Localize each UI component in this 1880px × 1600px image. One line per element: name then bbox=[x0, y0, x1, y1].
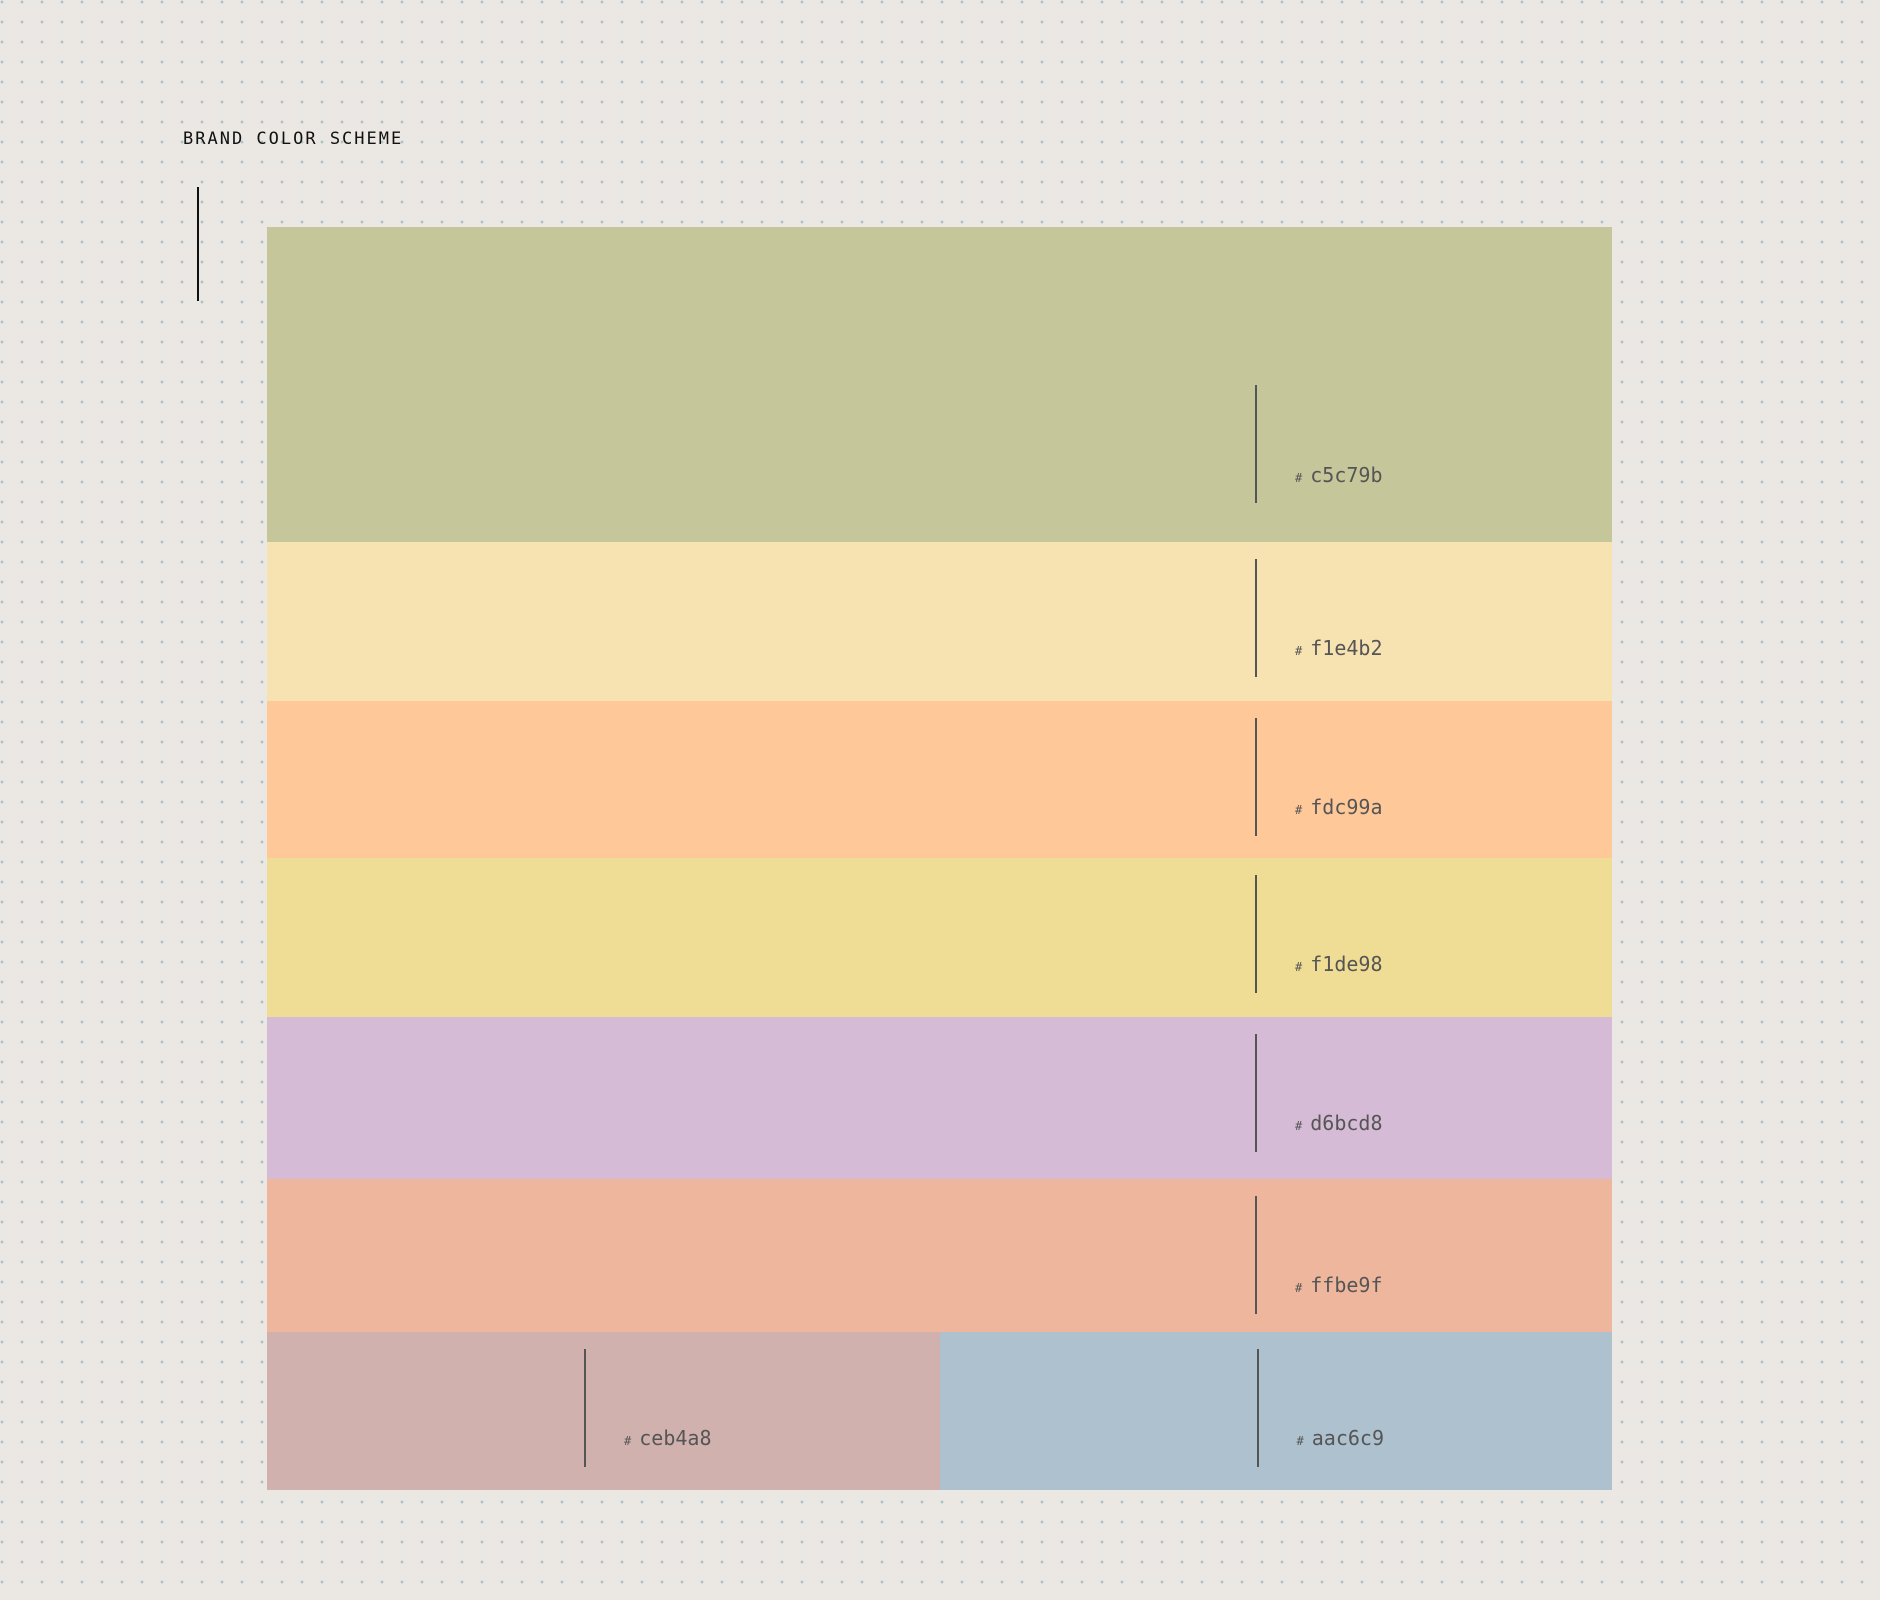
color-swatch[interactable]: # aac6c9 bbox=[939, 1332, 1612, 1490]
palette-row: # d6bcd8 bbox=[267, 1017, 1612, 1179]
hash-symbol: # bbox=[1295, 1281, 1303, 1295]
hex-value: f1e4b2 bbox=[1310, 636, 1383, 660]
swatch-marker-line bbox=[1255, 875, 1257, 993]
palette-row: # fdc99a bbox=[267, 701, 1612, 858]
hex-label: # ffbe9f bbox=[1295, 1273, 1382, 1297]
palette-row: # ffbe9f bbox=[267, 1179, 1612, 1332]
hash-symbol: # bbox=[1295, 644, 1303, 658]
swatch-marker-line bbox=[584, 1349, 586, 1467]
palette-row: # c5c79b bbox=[267, 227, 1612, 542]
hex-label: # ceb4a8 bbox=[624, 1426, 711, 1450]
color-swatch[interactable]: # fdc99a bbox=[267, 701, 1612, 858]
color-swatch[interactable]: # ffbe9f bbox=[267, 1179, 1612, 1332]
hex-value: ffbe9f bbox=[1310, 1273, 1383, 1297]
hash-symbol: # bbox=[1295, 1119, 1303, 1133]
color-swatch[interactable]: # f1e4b2 bbox=[267, 542, 1612, 701]
title-marker-line bbox=[197, 187, 199, 301]
swatch-marker-line bbox=[1255, 1196, 1257, 1314]
color-swatch[interactable]: # d6bcd8 bbox=[267, 1017, 1612, 1179]
swatch-marker-line bbox=[1255, 385, 1257, 503]
palette-row: # f1de98 bbox=[267, 858, 1612, 1017]
swatch-marker-line bbox=[1256, 1349, 1259, 1467]
hash-symbol: # bbox=[1296, 1434, 1304, 1448]
hash-symbol: # bbox=[1295, 471, 1303, 485]
color-palette: # c5c79b # f1e4b2 # fdc99a # f1de98 # d6bcd8 # ffbe… bbox=[267, 227, 1612, 1490]
hex-value: f1de98 bbox=[1310, 952, 1383, 976]
hash-symbol: # bbox=[1295, 960, 1303, 974]
hash-symbol: # bbox=[1295, 803, 1303, 817]
color-swatch[interactable]: # c5c79b bbox=[267, 227, 1612, 542]
hex-value: d6bcd8 bbox=[1310, 1111, 1383, 1135]
color-swatch[interactable]: # ceb4a8 bbox=[267, 1332, 940, 1490]
hex-value: aac6c9 bbox=[1311, 1426, 1384, 1450]
hash-symbol: # bbox=[624, 1434, 632, 1448]
hex-value: fdc99a bbox=[1310, 795, 1383, 819]
swatch-marker-line bbox=[1255, 718, 1257, 836]
hex-label: # c5c79b bbox=[1295, 463, 1382, 487]
hex-value: c5c79b bbox=[1310, 463, 1383, 487]
swatch-marker-line bbox=[1255, 1034, 1257, 1152]
page-title: BRAND COLOR SCHEME bbox=[183, 129, 404, 149]
hex-label: # f1e4b2 bbox=[1295, 636, 1382, 660]
hex-label: # d6bcd8 bbox=[1295, 1111, 1382, 1135]
palette-row: # ceb4a8 # aac6c9 bbox=[267, 1332, 1612, 1490]
hex-label: # fdc99a bbox=[1295, 795, 1382, 819]
hex-label: # f1de98 bbox=[1295, 952, 1382, 976]
palette-row: # f1e4b2 bbox=[267, 542, 1612, 701]
hex-value: ceb4a8 bbox=[639, 1426, 712, 1450]
swatch-marker-line bbox=[1255, 559, 1257, 677]
color-swatch[interactable]: # f1de98 bbox=[267, 858, 1612, 1017]
hex-label: # aac6c9 bbox=[1297, 1426, 1384, 1450]
